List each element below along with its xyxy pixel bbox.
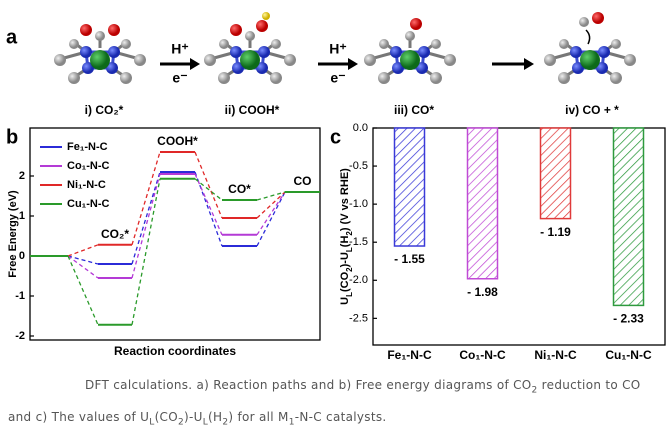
x-tick-label: Fe₁-N-C [387,348,432,362]
molecule [52,24,148,86]
step-label: CO [294,174,312,188]
y-axis-label-part: 2 [345,231,354,236]
y-axis-label-part: (H [339,236,351,248]
step-label: CO₂* [101,227,129,241]
arrow-label: e⁻ [172,70,187,86]
y-tick-label: -2.5 [349,312,368,324]
step-label: CO* [228,182,251,196]
connector [131,173,161,279]
step-label: iii) CO* [394,103,434,117]
connector [67,244,99,257]
caption-part: 2 [177,417,184,428]
y-axis-label-part: L [345,247,354,252]
caption-part: 2 [531,385,538,396]
caption-part: 1 [288,417,295,428]
y-tick-label: 2 [19,170,25,182]
y-axis-label-part: )-U [339,252,351,267]
y-tick-label: -2.0 [349,274,368,286]
connector [256,191,286,219]
value-label: - 2.33 [613,312,644,326]
plot-frame [29,127,321,341]
y-tick-label: -1 [15,290,25,302]
value-label: - 1.98 [467,285,498,299]
y-axis-label-part: (CO [339,271,351,292]
y-tick-label: 0.0 [353,122,368,134]
caption-part: L [202,417,209,428]
y-tick-label: 0 [19,250,25,262]
panel-letter: a [6,26,18,48]
step-label: iv) CO + * [565,103,619,117]
molecule [362,18,458,86]
y-axis-label: Free Energy (eV) [7,190,19,278]
caption-part: (H [208,410,223,425]
y-axis-label-part: L [345,292,354,297]
legend-label: Cu₁-N-C [67,198,109,210]
x-tick-label: Ni₁-N-C [534,348,577,362]
connector [256,191,286,247]
molecule [542,12,638,86]
caption-part: 2 [222,417,229,428]
connector [194,178,223,201]
plot-frame [372,127,666,346]
y-axis-label-part: U [339,297,351,305]
connector [256,191,286,236]
page: {"panel_a": {"letter": "a", "labels": ["… [6,12,666,428]
y-tick-label: -0.5 [349,160,368,172]
y-tick-label: -1.0 [349,198,368,210]
caption-part: (CO [154,410,178,425]
connector [67,255,99,326]
legend-label: Co₁-N-C [67,160,109,172]
x-axis-label: Reaction coordinates [114,344,236,358]
step-label: COOH* [157,134,198,148]
connector [194,173,223,236]
panel-letter: b [6,126,18,148]
caption: DFT calculations. a) Reaction paths and … [8,372,658,437]
caption-part: ) for all M [228,410,289,425]
connector [131,151,161,245]
arrow-label: H⁺ [171,41,189,57]
x-tick-label: Cu₁-N-C [605,348,652,362]
y-tick-label: -1.5 [349,236,368,248]
step-label: i) CO₂* [85,103,124,117]
connector [67,255,99,279]
caption-part: -N-C catalysts. [294,410,387,425]
value-label: - 1.55 [394,252,425,266]
caption-part: reduction to CO and c) The values of U [8,378,641,425]
connector [194,151,223,219]
caption-part: DFT calculations. a) Reaction paths and … [85,378,532,392]
arrow-label: H⁺ [329,41,347,57]
y-tick-label: 1 [19,210,25,222]
bar [612,127,645,307]
connector [131,171,161,265]
step-label: ii) COOH* [225,103,280,117]
arrows [160,58,534,70]
caption-part: L [149,417,155,428]
bar [539,127,572,220]
connector [67,255,99,265]
arrow-label: e⁻ [330,70,345,86]
y-axis-label-part: 2 [345,267,354,272]
connector [256,191,286,201]
x-tick-label: Co₁-N-C [459,348,506,362]
value-label: - 1.19 [540,225,571,239]
caption-part: )-U [184,410,203,425]
y-axis-label-part: ) (V vs RHE) [339,168,351,231]
y-tick-label: -2 [15,330,25,342]
figure: a H⁺ e⁻ H⁺ e⁻ i) CO₂* ii) COOH* iii) CO*… [6,12,666,362]
connector [194,171,223,247]
legend-label: Ni₁-N-C [67,179,106,191]
panel-letter: c [330,126,341,148]
connector [131,178,161,325]
y-axis-label: UL(CO2)-UL(H2) (V vs RHE) [339,168,354,305]
legend-label: Fe₁-N-C [67,141,108,153]
molecule [202,12,298,86]
bar [466,127,499,280]
bar [393,127,426,247]
